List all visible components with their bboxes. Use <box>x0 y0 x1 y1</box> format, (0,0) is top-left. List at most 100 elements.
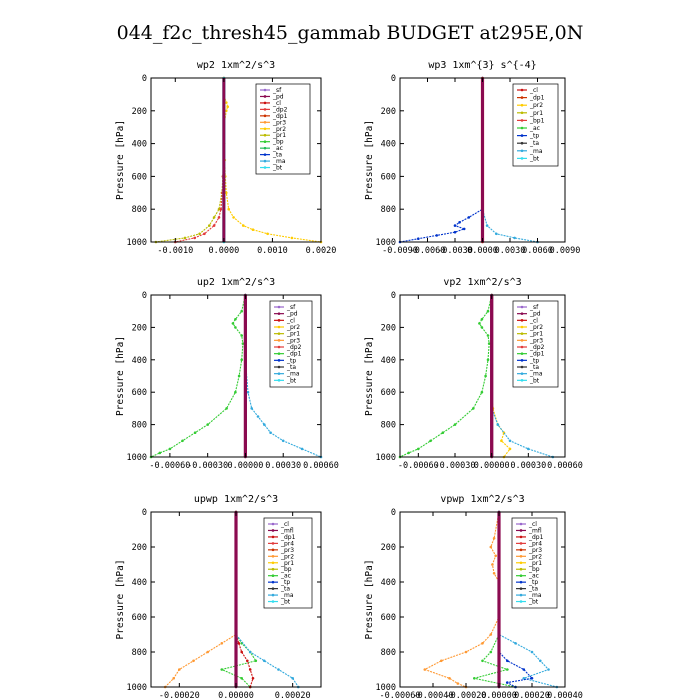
legend-marker <box>520 352 524 355</box>
legend-label: _ta <box>286 364 296 371</box>
data-point <box>212 216 216 219</box>
data-point <box>240 334 243 337</box>
legend-marker <box>520 372 524 375</box>
y-tick-label: 200 <box>132 107 147 117</box>
x-tick-label: -0.00030 <box>187 461 228 471</box>
data-point <box>290 236 294 240</box>
legend-marker <box>520 305 524 309</box>
data-point <box>208 224 211 227</box>
data-point <box>462 227 466 231</box>
data-point <box>217 207 221 211</box>
x-tick-label: -0.0060 <box>410 246 446 256</box>
data-point <box>198 232 201 236</box>
legend-marker <box>519 574 523 577</box>
data-point <box>500 439 503 443</box>
data-point <box>234 318 237 321</box>
data-point <box>489 545 493 549</box>
y-tick-label: 1000 <box>376 683 396 693</box>
series-line-pr2 <box>491 295 511 458</box>
data-point <box>440 659 443 663</box>
data-point <box>220 668 224 671</box>
y-tick-label: 800 <box>132 421 147 431</box>
data-point <box>212 224 216 227</box>
data-point <box>458 221 461 224</box>
legend-marker <box>519 561 523 565</box>
data-point <box>435 234 439 237</box>
data-point <box>227 207 230 211</box>
x-tick-label: 0.0000 <box>467 246 498 256</box>
legend-label: _pr1 <box>529 331 543 338</box>
series-line-dp2 <box>175 78 225 243</box>
y-tick-label: 200 <box>381 323 396 333</box>
panel-title: vpwp 1xm^2/s^3 <box>440 494 524 505</box>
legend-marker <box>271 542 275 545</box>
series-line-dp1 <box>399 294 493 458</box>
legend-marker <box>271 580 275 584</box>
legend-box <box>512 300 559 388</box>
data-point <box>448 677 451 680</box>
legend-marker <box>277 332 281 335</box>
data-point <box>219 207 223 211</box>
data-point <box>237 374 241 378</box>
x-tick-label: -0.0030 <box>437 246 473 256</box>
legend-label: _cl <box>529 317 538 324</box>
data-point <box>487 342 491 345</box>
data-point <box>407 451 410 455</box>
data-point <box>417 447 420 451</box>
data-point <box>225 109 228 113</box>
x-tick-label: 0.00060 <box>547 461 583 471</box>
panels-group: wp2 1xm^2/s^3 Pressure [hPa] 0 200 400 600 800… <box>115 60 583 700</box>
data-point <box>300 447 304 451</box>
data-point <box>217 216 221 219</box>
data-point <box>181 439 184 443</box>
legend-marker <box>271 522 275 526</box>
data-point <box>486 334 490 337</box>
series-line-dp1 <box>235 512 254 688</box>
panel-1: wp2 1xm^2/s^3 Pressure [hPa] 0 200 400 600 800… <box>115 60 336 256</box>
panel-title: vp2 1xm^2/s^3 <box>443 277 521 288</box>
legend-label: _pd <box>272 93 284 100</box>
legend-marker <box>277 345 281 349</box>
legend-marker <box>263 95 267 98</box>
data-point <box>266 232 269 236</box>
legend-label: _cl <box>529 87 538 94</box>
legend-marker <box>271 593 275 597</box>
legend-label: _cl <box>528 521 537 528</box>
data-point <box>225 191 228 195</box>
legend-label: _tp <box>280 579 290 586</box>
legend-marker <box>520 141 524 145</box>
panel-5: upwp 1xm^2/s^3 Pressure [hPa] 0 200 400 600 80… <box>115 494 322 700</box>
legend-marker <box>277 372 281 375</box>
data-point <box>203 232 206 236</box>
legend-marker <box>520 312 524 315</box>
legend-label: _pr1 <box>529 110 543 117</box>
legend-label: _pr1 <box>280 560 294 567</box>
legend-marker <box>277 325 281 329</box>
legend-label: _dp2 <box>272 106 288 113</box>
legend-marker <box>271 535 275 539</box>
legend-marker <box>271 555 275 558</box>
data-point <box>225 407 228 410</box>
legend-label: _ac <box>280 573 291 580</box>
legend-marker <box>520 319 524 322</box>
plot-frame <box>150 294 322 458</box>
data-point <box>453 230 457 234</box>
legend-label: _dp1 <box>286 351 302 358</box>
panel-2: wp3 1xm^{3} s^{-4} Pressure [hPa] 0 200 400 6… <box>364 60 580 256</box>
data-point <box>486 358 490 362</box>
legend-marker <box>519 548 523 552</box>
data-point <box>168 447 172 451</box>
data-point <box>277 668 280 671</box>
data-point <box>506 659 509 663</box>
x-tick-label: 0.0010 <box>257 246 288 256</box>
y-axis-label: Pressure [hPa] <box>364 559 375 639</box>
data-point <box>441 431 445 435</box>
series-line-ac <box>220 512 257 688</box>
x-tick-label: 0.00030 <box>265 461 301 471</box>
y-tick-label: 400 <box>132 356 147 366</box>
legend-label: _pr2 <box>529 102 543 109</box>
data-point <box>486 309 490 313</box>
legend-marker <box>263 153 267 156</box>
x-tick-label: 0.0090 <box>550 246 581 256</box>
data-point <box>491 563 494 566</box>
